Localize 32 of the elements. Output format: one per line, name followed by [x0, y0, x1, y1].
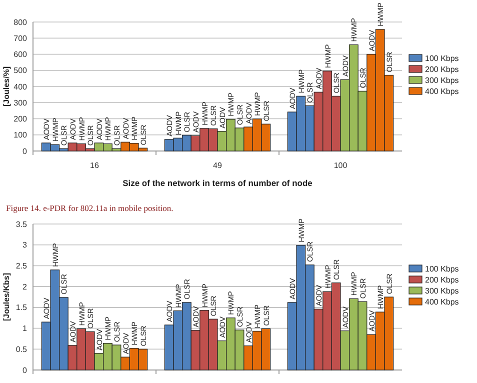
y-tick-label: 3.5: [16, 220, 28, 229]
y-tick-label: 500: [14, 66, 28, 76]
y-tick-label: 600: [14, 50, 28, 60]
y-tick-label: 800: [14, 18, 28, 27]
legend-label: 400 Kbps: [425, 87, 459, 96]
y-tick-label: 2: [22, 282, 28, 292]
legend-label: 100 Kbps: [425, 54, 459, 63]
legend-label: 100 Kbps: [425, 264, 459, 274]
y-tick-label: 2.5: [16, 262, 28, 271]
y-tick-label: 1: [22, 324, 28, 334]
x-tick-label: 100: [334, 161, 348, 170]
y-tick-label: 700: [14, 34, 28, 43]
y-axis-title: [Joules/Kbs]: [2, 272, 11, 322]
y-tick-label: 1.5: [16, 303, 28, 312]
x-axis-title: Size of the network in terms of number of node: [122, 178, 313, 188]
y-tick-label: 300: [14, 98, 28, 108]
y-tick-label: 100: [14, 130, 28, 140]
legend-label: 400 Kbps: [425, 298, 459, 306]
x-tick-label: 16: [90, 161, 100, 170]
caption: Figure 14. e-PDR for 802.11a in mobile position.: [6, 203, 174, 213]
y-tick-label: 0.5: [16, 344, 28, 354]
x-tick-label: 49: [213, 161, 222, 170]
y-tick-label: 0: [22, 366, 28, 375]
legend-label: 300 Kbps: [425, 286, 459, 296]
legend-label: 200 Kbps: [425, 65, 459, 74]
y-tick-label: 3: [22, 240, 28, 250]
y-tick-label: 0: [22, 146, 28, 156]
y-tick-label: 200: [14, 114, 28, 124]
legend-label: 200 Kbps: [425, 276, 459, 284]
y-tick-label: 400: [14, 82, 28, 92]
y-axis-title: [Joules/%]: [2, 66, 11, 107]
legend-label: 300 Kbps: [425, 76, 459, 85]
